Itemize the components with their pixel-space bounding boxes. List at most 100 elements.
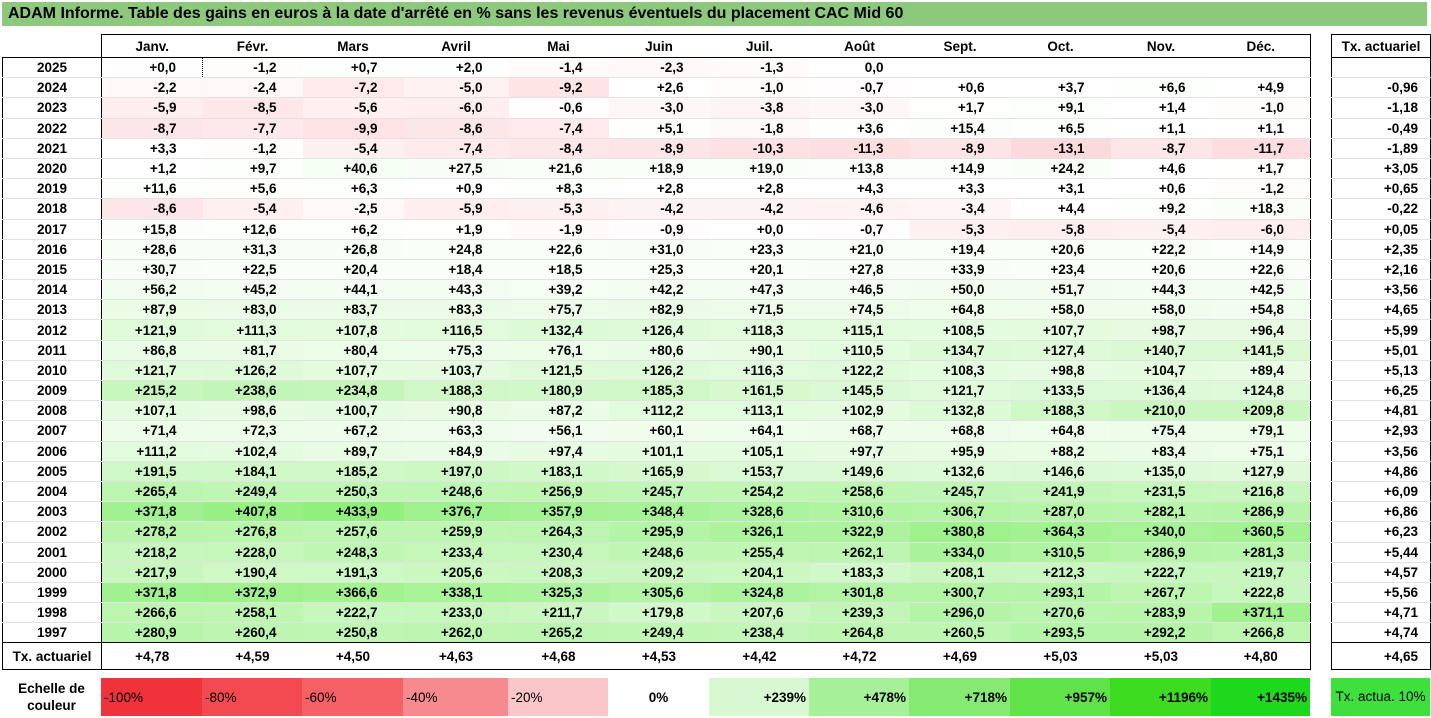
gain-cell: +407,8	[202, 501, 303, 523]
gain-cell: +209,8	[1211, 400, 1311, 422]
gain-cell: +64,1	[709, 420, 810, 442]
gain-cell: +3,3	[909, 178, 1011, 200]
gain-cell: +205,6	[403, 562, 509, 583]
gain-cell: +97,4	[508, 441, 609, 462]
gain-cell: -1,2	[202, 57, 303, 79]
spacer	[1310, 57, 1332, 78]
gain-cell: +238,4	[709, 622, 810, 643]
year-label: 2018	[2, 198, 102, 220]
tx-actuariel-cell: +6,86	[1331, 501, 1431, 523]
table-row: 2011 +86,8 +81,7 +80,4 +75,3 +76,1 +80,6 +90,1 +…	[2, 340, 1431, 361]
gain-cell: +4,9	[1211, 77, 1311, 99]
gain-cell: +87,2	[508, 400, 609, 422]
gain-cell: -5,3	[508, 198, 609, 220]
scale-swatch: +718%	[909, 678, 1010, 716]
page-title: ADAM Informe. Table des gains en euros à…	[2, 2, 1427, 26]
gain-cell: +264,8	[809, 622, 910, 643]
spacer	[1310, 158, 1332, 179]
table-row: 1998 +266,6 +258,1 +222,7 +233,0 +211,7 +179,8…	[2, 602, 1431, 624]
gain-cell: +104,7	[1110, 360, 1212, 382]
gain-cell: +80,6	[608, 340, 710, 361]
gain-cell: +4,4	[1010, 198, 1111, 220]
year-label: 2009	[2, 380, 102, 402]
gain-cell: +5,6	[202, 178, 303, 200]
gain-cell: +230,4	[508, 542, 609, 563]
gain-cell: +107,7	[1010, 319, 1111, 341]
gain-cell: +40,6	[302, 158, 404, 180]
gain-cell: +102,9	[809, 400, 910, 422]
gain-cell: +233,4	[403, 542, 509, 563]
gain-cell: +149,6	[809, 461, 910, 482]
tx-actuariel-cell: +5,13	[1331, 360, 1431, 382]
gain-cell: +58,0	[1010, 299, 1111, 321]
spacer	[1310, 461, 1332, 482]
gain-cell: +60,1	[608, 420, 710, 442]
corner-cell	[2, 34, 102, 58]
gain-cell: +222,7	[1110, 562, 1212, 583]
gain-cell: +22,6	[508, 239, 609, 260]
gain-cell: +127,9	[1211, 461, 1311, 482]
gain-cell: +71,4	[101, 420, 203, 442]
gain-cell: +96,4	[1211, 319, 1311, 341]
gain-cell: +256,9	[508, 481, 609, 503]
gain-cell: +191,5	[101, 461, 203, 482]
spacer	[1310, 219, 1332, 240]
tx-actuariel-header: Tx. actuariel	[1331, 34, 1431, 58]
gain-cell: +145,5	[809, 380, 910, 402]
gain-cell: +121,7	[909, 380, 1011, 402]
gain-cell: +245,7	[909, 481, 1011, 503]
gain-cell: +95,9	[909, 441, 1011, 462]
gain-cell: +179,8	[608, 602, 710, 624]
footer-tx-cell: +4,53	[608, 642, 710, 671]
gain-cell: +228,0	[202, 542, 303, 563]
tx-actuariel-cell: +4,74	[1331, 622, 1431, 643]
footer-tx-cell: +4,63	[403, 642, 509, 671]
footer-tx-cell: +4,42	[709, 642, 810, 671]
tx-actuariel-cell: +2,35	[1331, 239, 1431, 260]
year-label: 2007	[2, 420, 102, 442]
gains-table: Janv. Févr. Mars Avril Mai Juin Juil. Août Sept.…	[2, 34, 1431, 671]
footer-label: Tx. actuariel	[2, 642, 102, 671]
gain-cell: +259,9	[403, 521, 509, 543]
footer-tx-cell: +5,03	[1110, 642, 1212, 671]
scale-tx-swatch: Tx. actua. 10%	[1331, 678, 1430, 716]
gain-cell: -3,4	[909, 198, 1011, 220]
gain-cell: +22,5	[202, 259, 303, 281]
gain-cell: +211,7	[508, 602, 609, 624]
gain-cell: +141,5	[1211, 340, 1311, 361]
table-row: 2016 +28,6 +31,3 +26,8 +24,8 +22,6 +31,0 +23,3 +…	[2, 239, 1431, 260]
gain-cell: +8,3	[508, 178, 609, 200]
gain-cell: -8,6	[403, 118, 509, 139]
gain-cell: +18,3	[1211, 198, 1311, 220]
scale-swatch: -40%	[403, 678, 508, 716]
gain-cell: +3,3	[101, 138, 203, 159]
gain-cell: +322,9	[809, 521, 910, 543]
gain-cell: +3,1	[1010, 178, 1111, 200]
gain-cell: +1,7	[909, 97, 1011, 119]
gain-cell: +98,6	[202, 400, 303, 422]
gain-cell: +231,5	[1110, 481, 1212, 503]
gain-cell: +146,6	[1010, 461, 1111, 482]
gain-cell: +18,9	[608, 158, 710, 180]
gain-cell: +20,6	[1010, 239, 1111, 260]
gain-cell: +295,9	[608, 521, 710, 543]
gain-cell: +46,5	[809, 279, 910, 301]
gain-cell: +364,3	[1010, 521, 1111, 543]
year-label: 2013	[2, 299, 102, 321]
spacer	[1310, 97, 1332, 119]
gain-cell: +276,8	[202, 521, 303, 543]
gain-cell: +132,6	[909, 461, 1011, 482]
tx-actuariel-cell: +4,65	[1331, 299, 1431, 321]
gain-cell: +283,9	[1110, 602, 1212, 624]
table-row: 2013 +87,9 +83,0 +83,7 +83,3 +75,7 +82,9 +71,5 +…	[2, 299, 1431, 321]
month-header: Juil.	[709, 34, 810, 58]
tx-actuariel-cell: +2,16	[1331, 259, 1431, 281]
gain-cell: -7,4	[508, 118, 609, 139]
gain-cell: +371,1	[1211, 602, 1311, 624]
gain-cell: +121,5	[508, 360, 609, 382]
spacer	[1310, 642, 1332, 670]
month-header: Mai	[508, 34, 609, 58]
gain-cell: +262,1	[809, 542, 910, 563]
gain-cell	[1211, 57, 1311, 79]
table-row: 2017 +15,8 +12,6 +6,2 +1,9 -1,9 -0,9 +0,0 -0,7 -5…	[2, 219, 1431, 240]
